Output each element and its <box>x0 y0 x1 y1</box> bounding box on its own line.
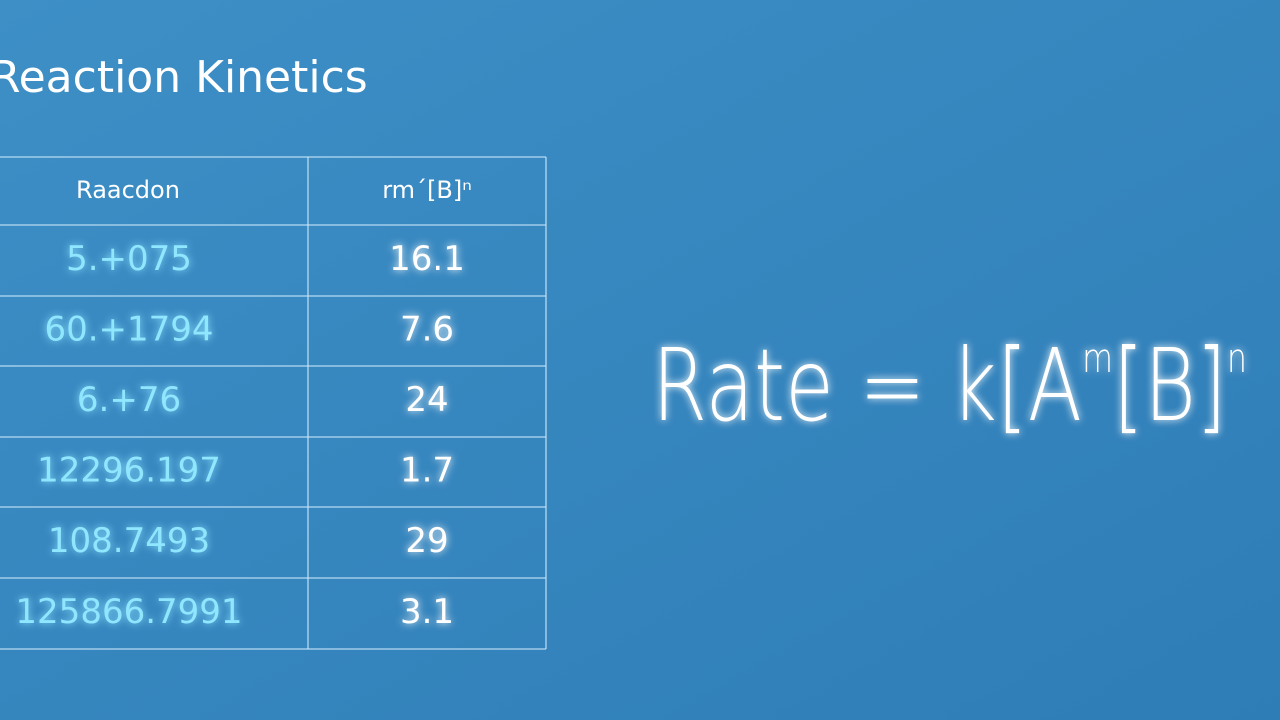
reaction-cell: 108.7493 <box>48 521 210 561</box>
rate-cell: 24 <box>405 380 448 420</box>
slide-title: Reaction Kinetics <box>0 52 368 103</box>
rate-cell: 16.1 <box>389 239 465 279</box>
rate-cell: 1.7 <box>400 451 454 491</box>
rate-cell: 29 <box>405 521 448 561</box>
reaction-cell: 5.+075 <box>66 239 192 279</box>
reaction-cell: 125866.7991 <box>15 592 242 632</box>
formula-exponent: n <box>1227 336 1247 382</box>
formula-exponent: m <box>1082 336 1113 382</box>
column-header: rm´[B]ⁿ <box>382 176 472 204</box>
formula-part: Rate = k[A <box>652 327 1082 444</box>
rate-cell: 7.6 <box>400 310 454 350</box>
rate-cell: 3.1 <box>400 592 454 632</box>
rate-formula: Rate = k[Am[B]n <box>652 327 1247 444</box>
reaction-cell: 60.+1794 <box>44 310 213 350</box>
data-table: Raacdon rm´[B]ⁿ 5.+075 16.1 60.+1794 7.6 6.+76… <box>0 156 547 650</box>
column-header: Raacdon <box>76 176 180 204</box>
formula-part: [B] <box>1113 327 1227 444</box>
reaction-cell: 6.+76 <box>77 380 181 420</box>
reaction-cell: 12296.197 <box>37 451 221 491</box>
